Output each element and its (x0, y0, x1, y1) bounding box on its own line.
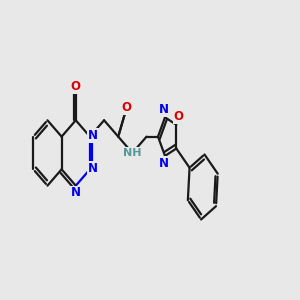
Text: N: N (159, 157, 169, 170)
Text: O: O (174, 110, 184, 124)
Text: N: N (88, 162, 98, 175)
Text: O: O (71, 80, 81, 93)
Text: O: O (122, 101, 132, 114)
Text: N: N (159, 103, 169, 116)
Text: N: N (88, 129, 98, 142)
Text: NH: NH (123, 148, 142, 158)
Text: N: N (71, 186, 81, 199)
